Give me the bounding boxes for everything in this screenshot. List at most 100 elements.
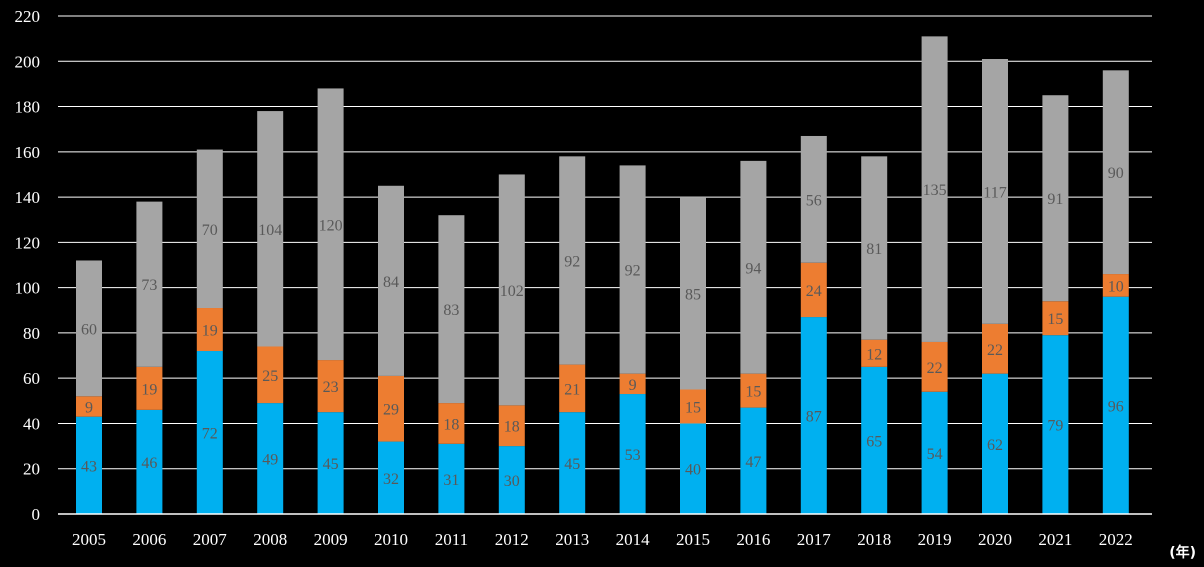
data-label: 84 [383, 274, 399, 291]
data-label: 117 [983, 184, 1006, 201]
y-axis-tick-labels: 0 20 40 60 80 100 120 140 160 180 200 220 [15, 7, 41, 524]
y-tick-label: 160 [15, 143, 41, 162]
bar-segment [438, 403, 465, 444]
data-label: 22 [927, 360, 943, 377]
bar-segment [680, 197, 706, 390]
x-tick-label: 2021 [1038, 530, 1072, 549]
y-tick-label: 180 [15, 98, 41, 117]
x-axis-tick-labels: 2005 2006 2007 2008 2009 2010 2011 2012 2013 2014… [72, 530, 1133, 549]
x-tick-label: 2017 [797, 530, 832, 549]
data-label: 56 [806, 192, 822, 209]
bar-segment [861, 366, 888, 514]
bar-segment [1042, 301, 1069, 336]
bar-segment [680, 423, 706, 514]
y-tick-label: 60 [23, 369, 40, 388]
data-label: 25 [262, 368, 278, 385]
data-label: 70 [202, 222, 218, 239]
y-tick-label: 120 [15, 233, 41, 252]
bar-segment [76, 416, 102, 514]
y-tick-label: 80 [23, 324, 40, 343]
x-tick-label: 2020 [978, 530, 1012, 549]
x-tick-label: 2005 [72, 530, 106, 549]
data-label: 53 [625, 447, 641, 464]
x-tick-label: 2008 [253, 530, 287, 549]
bar-segment [136, 366, 163, 410]
data-label: 90 [1108, 165, 1124, 182]
data-label: 60 [81, 321, 97, 338]
y-tick-label: 20 [23, 460, 40, 479]
bar-segment [800, 135, 827, 263]
bar-segment [196, 308, 223, 352]
data-label: 92 [564, 253, 580, 270]
bar-segment [317, 88, 344, 361]
data-label: 21 [564, 381, 580, 398]
data-label: 45 [323, 456, 339, 473]
data-label: 65 [866, 433, 882, 450]
bar-segment [921, 36, 948, 342]
bar-segment [619, 373, 646, 395]
x-tick-label: 2011 [435, 530, 468, 549]
data-label: 32 [383, 471, 399, 488]
data-label: 23 [323, 379, 339, 396]
bar-segment [861, 156, 888, 340]
bar-segment [257, 111, 284, 347]
data-label: 31 [443, 472, 459, 489]
bar-segment [921, 391, 948, 514]
bar-segment [257, 346, 284, 404]
bar-segment [378, 185, 404, 376]
data-label: 40 [685, 462, 701, 479]
x-axis-unit-label: (年) [1169, 544, 1196, 561]
bar-segment [498, 174, 525, 406]
x-tick-label: 2014 [616, 530, 651, 549]
bar-segment [136, 409, 163, 514]
bar-segment [740, 160, 767, 374]
bar-segment [1102, 296, 1129, 514]
data-label: 62 [987, 437, 1003, 454]
data-label: 87 [806, 409, 822, 426]
bar-segment [378, 375, 404, 442]
bar-segment [438, 215, 465, 404]
data-label: 18 [443, 416, 459, 433]
data-label: 9 [85, 399, 93, 416]
data-label: 102 [500, 283, 524, 300]
bar-segment [619, 394, 646, 514]
data-label: 24 [806, 283, 822, 300]
data-label: 104 [258, 222, 282, 239]
y-tick-label: 220 [15, 7, 41, 26]
bar-segment [438, 443, 465, 514]
gridlines [58, 15, 1152, 470]
data-label: 18 [504, 419, 520, 436]
bar-segment [740, 407, 767, 514]
data-label: 19 [202, 323, 218, 340]
data-label: 30 [504, 473, 520, 490]
bar-segment [559, 412, 586, 514]
data-label: 12 [866, 346, 882, 363]
data-label: 15 [1047, 311, 1063, 328]
bar-segment [982, 323, 1008, 374]
bar-segment [559, 156, 586, 365]
data-label: 79 [1047, 418, 1063, 435]
bar-segment [921, 341, 948, 392]
bar-segment [1102, 70, 1129, 275]
data-label: 92 [625, 263, 641, 280]
bar-segment [76, 396, 102, 417]
data-label: 120 [319, 217, 343, 234]
bar-segment [800, 262, 827, 318]
data-label: 45 [564, 456, 580, 473]
bar-segment [982, 373, 1008, 514]
bar-segment [76, 260, 102, 397]
bar-segment [982, 59, 1008, 324]
bar-segment [619, 165, 646, 374]
bar-segment [378, 441, 404, 514]
bar-segment [136, 201, 163, 367]
data-label: 54 [927, 446, 943, 463]
data-label: 10 [1108, 278, 1124, 295]
y-tick-label: 140 [15, 188, 41, 207]
data-label: 91 [1047, 191, 1063, 208]
bar-segment [861, 339, 888, 367]
data-label: 72 [202, 426, 218, 443]
bar-segment [498, 405, 525, 447]
data-label: 94 [745, 260, 761, 277]
